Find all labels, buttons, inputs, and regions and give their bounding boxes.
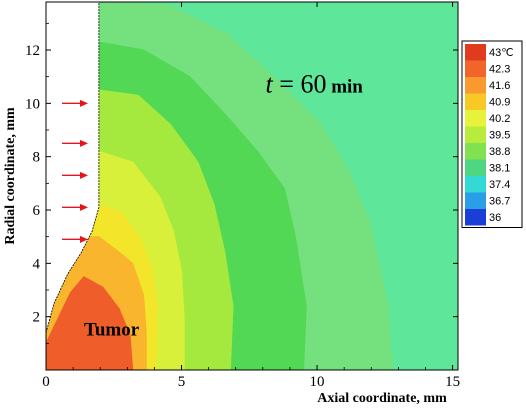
legend-label: 42.3 (489, 64, 510, 76)
arrow-head (80, 99, 88, 107)
arrow-head (80, 235, 88, 243)
legend-swatch (465, 126, 486, 143)
legend-label: 38.8 (489, 146, 510, 158)
legend-swatch (465, 93, 486, 110)
time-value: = 60 (273, 70, 327, 99)
legend-label: 37.4 (489, 179, 510, 191)
time-variable: t (266, 70, 274, 99)
legend-swatch (465, 143, 486, 160)
y-tick-label: 10 (25, 96, 40, 112)
time-unit: min (326, 77, 363, 98)
time-annotation: t = 60 min (266, 70, 364, 99)
arrow-head (80, 139, 88, 147)
legend-label: 38.1 (489, 163, 510, 175)
legend-swatch (465, 60, 486, 77)
legend-label: 36 (489, 212, 501, 224)
excluded-region (45, 1, 100, 333)
tumor-label: Tumor (84, 319, 140, 340)
legend-swatch (465, 192, 486, 209)
legend-label: 39.5 (489, 130, 510, 142)
y-tick-label: 12 (25, 43, 40, 59)
legend-label: 40.9 (489, 97, 510, 109)
axis-ticks: 0 5 10 15 2 4 6 8 10 12 (25, 2, 460, 390)
legend-label: 40.2 (489, 113, 510, 125)
y-tick-label: 8 (33, 150, 41, 166)
temperature-legend: 43℃ 42.3 41.6 40.9 40.2 39.5 38.8 38.1 37.4 36.7 3… (461, 40, 523, 228)
legend-swatch (465, 77, 486, 94)
legend-label: 36.7 (489, 196, 510, 208)
x-tick-label: 15 (445, 374, 460, 390)
x-tick-label: 10 (310, 374, 325, 390)
arrow-head (80, 203, 88, 211)
legend-label: 41.6 (489, 80, 510, 92)
heat-flux-arrows (62, 99, 88, 243)
legend-swatch (465, 44, 486, 61)
legend-label: 43℃ (489, 47, 514, 59)
temperature-contours (45, 1, 458, 371)
legend-swatch (465, 209, 486, 226)
legend-swatch (465, 176, 486, 193)
y-tick-label: 4 (33, 256, 41, 272)
x-tick-label: 5 (178, 374, 186, 390)
plot-frame (45, 1, 459, 371)
y-tick-label: 6 (33, 203, 41, 219)
y-tick-label: 2 (33, 310, 41, 326)
arrow-head (80, 171, 88, 179)
x-axis-label: Axial coordinate, mm (317, 391, 447, 406)
y-axis-label: Radial coordinate, mm (3, 107, 18, 245)
legend-swatch (465, 110, 486, 127)
x-tick-label: 0 (42, 374, 50, 390)
legend-swatch (465, 159, 486, 176)
